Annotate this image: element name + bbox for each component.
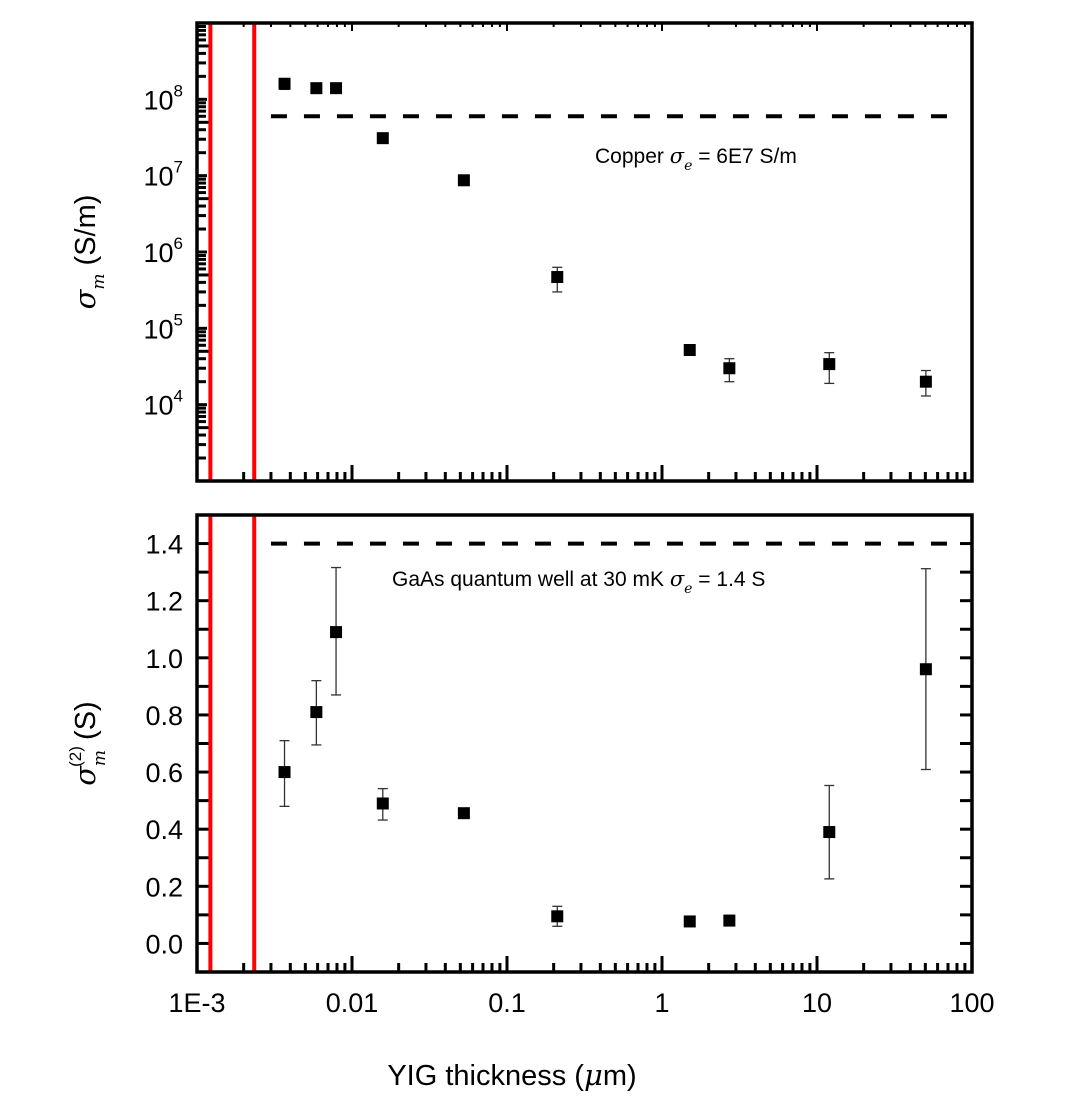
y-tick-label: 105 — [143, 310, 183, 344]
data-point — [457, 807, 470, 820]
data-point — [330, 626, 343, 639]
data-point — [376, 797, 389, 810]
tick-exponent: 5 — [174, 310, 183, 329]
data-point — [278, 77, 291, 90]
y-tick-label: 0.4 — [145, 815, 183, 845]
data-point — [376, 132, 389, 145]
y-tick-label: 1.0 — [145, 644, 183, 674]
y-tick-label: 107 — [143, 158, 183, 192]
y-tick-label: 0.2 — [145, 872, 183, 902]
annotation-label: Copper σe = 6E7 S/m — [595, 144, 797, 174]
data-point — [723, 362, 736, 375]
y-title-symbol: σ — [68, 765, 102, 786]
annotation-text: Copper — [595, 145, 670, 168]
data-point — [457, 174, 470, 187]
y-tick-label: 0.8 — [145, 701, 183, 731]
tick-base: 10 — [143, 162, 173, 192]
annotation-text: = 1.4 S — [692, 568, 765, 591]
data-point — [823, 826, 836, 839]
x-tick-label: 1E-3 — [168, 988, 225, 1018]
y-tick-label: 1.2 — [145, 587, 183, 617]
y-title-symbol: σ — [68, 288, 102, 309]
tick-exponent: 4 — [174, 387, 183, 406]
y-tick-label: 104 — [143, 387, 183, 421]
x-tick-label: 0.1 — [488, 988, 526, 1018]
tick-base: 10 — [143, 391, 173, 421]
y-tick-label: 108 — [143, 81, 183, 115]
x-tick-label: 1 — [654, 988, 669, 1018]
data-point — [919, 663, 932, 676]
annotation-subscript: e — [684, 158, 692, 174]
plot-frame — [195, 21, 974, 483]
y-axis-title: σm (S/m) — [68, 195, 109, 310]
y-title-subscript: m — [89, 274, 109, 290]
annotation-text: GaAs quantum well at 30 mK — [392, 568, 670, 591]
tick-base: 10 — [143, 314, 173, 344]
x-title-mu: μ — [584, 1058, 603, 1092]
tick-base: 10 — [143, 85, 173, 115]
plot-frame — [195, 513, 974, 974]
data-point — [310, 706, 323, 719]
y-title-unit: (S) — [70, 701, 102, 748]
y-tick-label: 106 — [143, 234, 183, 268]
annotation-text: = 6E7 S/m — [692, 145, 796, 168]
data-point — [551, 271, 564, 284]
data-point — [330, 82, 343, 95]
y-tick-label: 1.4 — [145, 530, 183, 560]
data-point — [823, 358, 836, 371]
data-point — [278, 766, 291, 779]
y-title-subscript: m — [90, 750, 110, 766]
data-point — [723, 914, 736, 927]
y-tick-label: 0.6 — [145, 758, 183, 788]
y-title-superscript: (2) — [66, 746, 85, 767]
x-tick-label: 10 — [802, 988, 832, 1018]
annotation-subscript: e — [684, 581, 692, 597]
tick-base: 10 — [143, 238, 173, 268]
data-point — [551, 910, 564, 923]
tick-exponent: 8 — [174, 81, 183, 100]
panel-bottom: 0.0 0.2 0.4 0.6 0.8 1.0 1.2 1.4 GaAs quantum wel… — [66, 513, 974, 974]
annotation-label: GaAs quantum well at 30 mK σe = 1.4 S — [392, 567, 765, 597]
data-point — [683, 915, 696, 928]
data-point — [683, 344, 696, 357]
tick-exponent: 6 — [174, 234, 183, 253]
tick-exponent: 7 — [174, 158, 183, 177]
x-tick-label: 100 — [949, 988, 994, 1018]
annotation-symbol: σ — [670, 144, 685, 168]
annotation-symbol: σ — [670, 567, 685, 591]
y-title-unit: (S/m) — [70, 195, 102, 274]
x-tick-label: 0.01 — [326, 988, 379, 1018]
data-point — [310, 82, 323, 95]
x-title-text: YIG thickness ( — [387, 1060, 584, 1092]
x-title-text: m) — [603, 1060, 637, 1092]
x-axis-title: YIG thickness (μm) — [387, 1058, 636, 1092]
y-axis-title: σ(2) m (S) — [66, 701, 110, 785]
data-point — [919, 375, 932, 388]
y-tick-label: 0.0 — [145, 929, 183, 959]
